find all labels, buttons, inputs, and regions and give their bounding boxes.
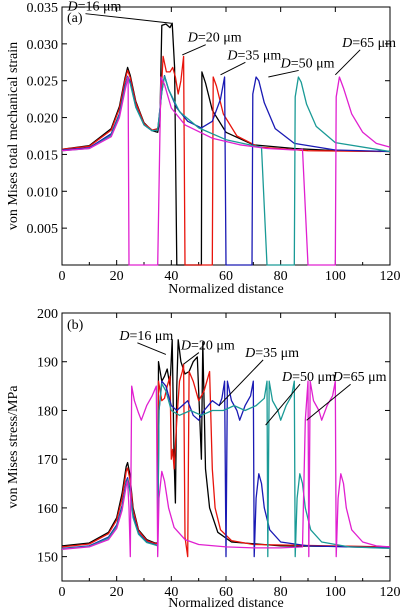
panel-b-series-d16 [61, 339, 391, 548]
panel-b-x-tick-label: 20 [110, 585, 124, 600]
panel-b-y-axis-title: von Mises stress/MPa [6, 385, 21, 509]
panel-b-y-tick-label: 150 [37, 551, 58, 566]
panel-b-annotation-label: D=16 μm [118, 329, 173, 344]
panel-a-annotation-leader [85, 13, 172, 24]
panel-a-annotation-label: D=20 μm [187, 31, 242, 46]
panel-b-series-d65 [61, 380, 391, 558]
panel-a-y-tick-label: 0.030 [27, 38, 59, 53]
panel-b-x-tick-label: 100 [325, 585, 346, 600]
panel-b-annotation-label: D=65 μm [332, 370, 387, 385]
panel-a-annotation-leader [220, 61, 246, 76]
panel-a-x-tick-label: 0 [59, 269, 66, 284]
panel-b-y-tick-label: 180 [37, 404, 58, 419]
panel-b-annotation-symbol: D [281, 370, 292, 385]
panel-a-annotations: D=16 μmD=20 μmD=35 μmD=50 μmD=65 μm [66, 0, 396, 78]
panel-b-annotation-symbol: D [244, 346, 255, 361]
panel-a-series-d20 [61, 55, 391, 266]
panel-b-annotation-value: =35 μm [255, 346, 299, 361]
panel-b-annotation-value: =16 μm [130, 329, 174, 344]
panel-a-series-d35 [61, 74, 391, 266]
panel-a-annotation-label: D=50 μm [280, 56, 335, 71]
panel-a-ticks: 0 20 40 60 80 100 120 0.005 0.010 0.015 0.020 0.025… [27, 1, 400, 284]
panel-b-annotation-leader [218, 359, 264, 406]
panel-b-annotations: D=16 μmD=20 μm D=35 μmD=50 μmD=65 μm [118, 329, 387, 426]
panel-b-annotation-value: =65 μm [343, 370, 387, 385]
panel-b: (b) Normalized distance von Mises stress… [6, 307, 400, 611]
panel-b-annotation-symbol: D [118, 329, 129, 344]
panel-a-y-tick-label: 0.035 [27, 1, 59, 16]
panel-a-annotation-leader [182, 44, 206, 56]
panel-b-label: (b) [67, 318, 84, 333]
panel-b-x-tick-label: 0 [59, 585, 66, 600]
panel-a-y-tick-label: 0.005 [27, 222, 59, 237]
panel-b-annotation-leader [265, 383, 301, 426]
panel-a-y-tick-label: 0.025 [27, 75, 59, 90]
panel-b-y-tick-label: 200 [37, 307, 58, 322]
panel-a-x-tick-label: 20 [110, 269, 124, 284]
panel-a-x-axis-title: Normalized distance [168, 282, 283, 297]
panel-a-annotation-leader [334, 49, 361, 76]
panel-b-series-d20 [61, 363, 391, 558]
panel-b-annotation-value: =20 μm [191, 339, 235, 354]
panel-a-y-tick-label: 0.010 [27, 185, 59, 200]
panel-b-annotation-symbol: D [180, 339, 191, 354]
panel-b-x-tick-label: 120 [380, 585, 400, 600]
panel-a-x-tick-label: 120 [380, 269, 400, 284]
panel-a-series-d65 [61, 76, 391, 266]
panel-b-annotation-symbol: D [332, 370, 343, 385]
panel-a-y-tick-label: 0.015 [27, 148, 59, 163]
panel-a-annotation-symbol: D [66, 0, 77, 15]
panel-a-annotation-value: =16 μm [78, 0, 122, 15]
panel-a-annotation-value: =35 μm [237, 48, 281, 63]
panel-b-series [61, 339, 391, 558]
panel-a-annotation-value: =50 μm [291, 56, 335, 71]
panel-a-label: (a) [67, 11, 83, 26]
panel-b-x-tick-label: 40 [164, 585, 178, 600]
panel-a-annotation-value: =65 μm [352, 36, 396, 51]
panel-a-annotation-symbol: D [187, 31, 198, 46]
panel-b-annotation-label: D=35 μm [244, 346, 299, 361]
panel-b-y-tick-label: 160 [37, 502, 58, 517]
panel-b-annotation-value: =50 μm [292, 370, 336, 385]
panel-a-annotation-label: D=16 μm [66, 0, 121, 15]
panel-b-ticks: 0 20 40 60 80 100 120 150 160 170 180 190 200 [37, 307, 400, 600]
panel-b-annotation-leader [183, 352, 200, 365]
panel-b-x-tick-label: 80 [274, 585, 288, 600]
panel-a-y-tick-label: 0.020 [27, 112, 59, 127]
panel-a-x-tick-label: 80 [274, 269, 288, 284]
panel-a-annotation-symbol: D [341, 36, 352, 51]
panel-a-x-tick-label: 60 [219, 269, 233, 284]
panel-a-annotation-leader [268, 69, 299, 78]
panel-a-x-tick-label: 100 [325, 269, 346, 284]
panel-b-annotation-leader [137, 342, 167, 355]
panel-a-series [61, 22, 391, 266]
panel-b-y-tick-label: 170 [37, 453, 58, 468]
panel-a-annotation-symbol: D [280, 56, 291, 71]
panel-b-x-tick-label: 60 [219, 585, 233, 600]
panel-a-y-axis-title: von Mises total mechanical strain [6, 42, 21, 230]
panel-b-y-tick-label: 190 [37, 356, 58, 371]
panel-b-annotation-label: D=50 μm [281, 370, 336, 385]
panel-a-annotation-label: D=35 μm [226, 48, 281, 63]
panel-a-annotation-value: =20 μm [198, 31, 242, 46]
panel-b-x-axis-title: Normalized distance [168, 596, 283, 611]
panel-a: (a) Normalized distance von Mises total … [6, 0, 400, 297]
panel-b-annotation-label: D=20 μm [180, 339, 235, 354]
panel-b-annotation-leader [306, 383, 351, 421]
panel-a-annotation-symbol: D [226, 48, 237, 63]
panel-a-annotation-label: D=65 μm [341, 36, 396, 51]
panel-a-x-tick-label: 40 [164, 269, 178, 284]
